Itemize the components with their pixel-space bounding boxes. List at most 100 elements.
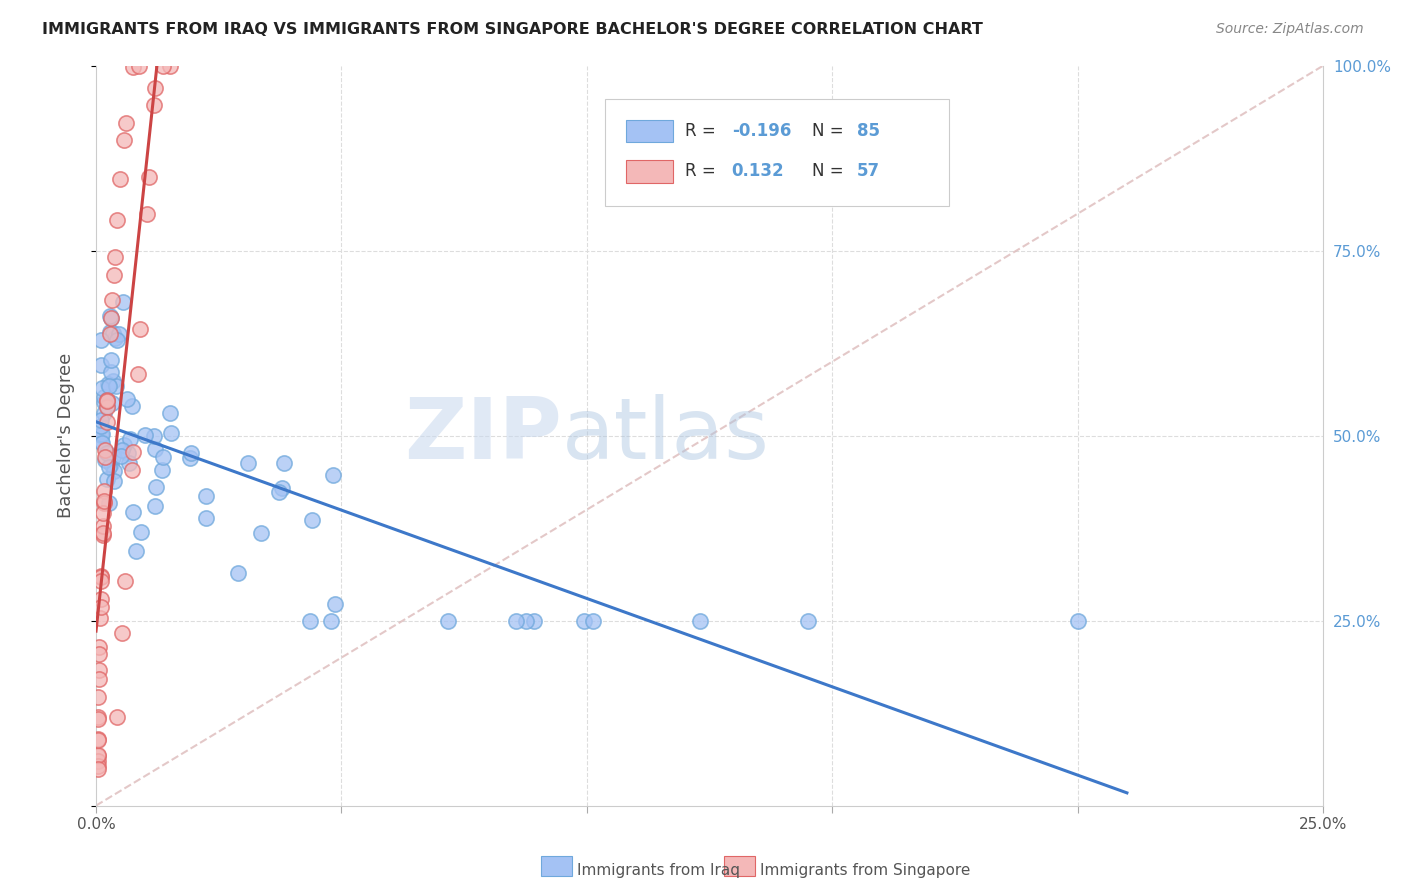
Point — [134, 428, 156, 442]
Text: R =: R = — [685, 121, 721, 140]
Point — [122, 445, 145, 459]
Point — [96, 393, 118, 408]
FancyBboxPatch shape — [626, 161, 673, 183]
Point — [91, 528, 114, 542]
Point — [100, 457, 122, 471]
Point — [100, 365, 122, 379]
Point — [323, 598, 346, 612]
Point — [523, 614, 546, 628]
Point — [90, 574, 112, 589]
Text: R =: R = — [685, 162, 721, 180]
Point — [299, 614, 322, 628]
Point — [96, 399, 118, 413]
Point — [93, 496, 115, 510]
Point — [112, 295, 135, 310]
Point — [91, 506, 114, 520]
FancyBboxPatch shape — [606, 99, 949, 206]
Point — [93, 494, 115, 508]
Point — [94, 452, 117, 467]
Point — [273, 456, 295, 470]
Text: 57: 57 — [856, 162, 880, 180]
Point — [90, 333, 112, 347]
Point — [87, 672, 110, 686]
Point — [101, 293, 124, 307]
Y-axis label: Bachelor's Degree: Bachelor's Degree — [58, 353, 75, 518]
Point — [90, 436, 112, 450]
Point — [90, 569, 112, 583]
Point — [100, 326, 122, 341]
Text: N =: N = — [811, 162, 848, 180]
Point — [96, 393, 118, 408]
Point — [269, 484, 291, 499]
Point — [118, 456, 141, 470]
Point — [87, 759, 110, 773]
Text: atlas: atlas — [562, 394, 770, 477]
Text: 85: 85 — [856, 121, 880, 140]
Point — [226, 566, 249, 580]
Point — [136, 207, 159, 221]
Point — [90, 428, 112, 442]
Point — [89, 648, 111, 662]
Point — [159, 406, 181, 420]
Point — [572, 614, 595, 628]
Point — [101, 375, 124, 389]
Point — [101, 450, 124, 464]
Point — [145, 480, 167, 494]
Point — [150, 463, 173, 477]
Point — [97, 376, 120, 391]
Point — [98, 459, 121, 474]
Point — [105, 333, 128, 347]
Point — [87, 747, 110, 762]
Point — [90, 600, 112, 615]
Point — [143, 500, 166, 514]
Point — [103, 268, 125, 282]
Point — [104, 331, 127, 345]
Point — [93, 406, 115, 420]
Text: Source: ZipAtlas.com: Source: ZipAtlas.com — [1216, 22, 1364, 37]
Point — [125, 543, 148, 558]
Point — [91, 381, 114, 395]
Point — [127, 367, 149, 381]
Point — [160, 425, 183, 440]
Point — [90, 427, 112, 442]
Point — [128, 59, 150, 73]
Point — [121, 399, 143, 413]
Text: N =: N = — [811, 121, 848, 140]
Point — [94, 450, 117, 464]
Point — [122, 505, 145, 519]
Text: Immigrants from Singapore: Immigrants from Singapore — [761, 863, 970, 878]
Point — [91, 519, 114, 533]
Point — [120, 433, 142, 447]
Text: ZIP: ZIP — [405, 394, 562, 477]
Point — [110, 172, 132, 186]
Point — [152, 59, 174, 73]
Point — [114, 574, 136, 588]
Text: Immigrants from Iraq: Immigrants from Iraq — [578, 863, 741, 878]
Point — [87, 710, 110, 724]
Point — [89, 640, 111, 654]
Point — [115, 392, 138, 406]
Point — [143, 81, 166, 95]
Point — [100, 311, 122, 326]
Point — [143, 429, 166, 443]
Point — [90, 419, 112, 434]
Point — [180, 446, 202, 460]
Point — [194, 489, 217, 503]
Point — [98, 496, 121, 510]
Point — [143, 442, 166, 456]
Point — [121, 60, 143, 74]
Point — [87, 762, 110, 776]
Point — [194, 511, 217, 525]
Point — [98, 378, 121, 392]
Point — [105, 710, 128, 724]
Point — [515, 614, 537, 628]
Point — [96, 472, 118, 486]
Point — [90, 434, 112, 448]
Point — [138, 169, 160, 184]
Point — [110, 449, 132, 463]
Point — [301, 513, 323, 527]
Point — [797, 614, 820, 628]
Point — [90, 592, 112, 607]
Point — [96, 400, 118, 414]
Point — [236, 456, 259, 470]
